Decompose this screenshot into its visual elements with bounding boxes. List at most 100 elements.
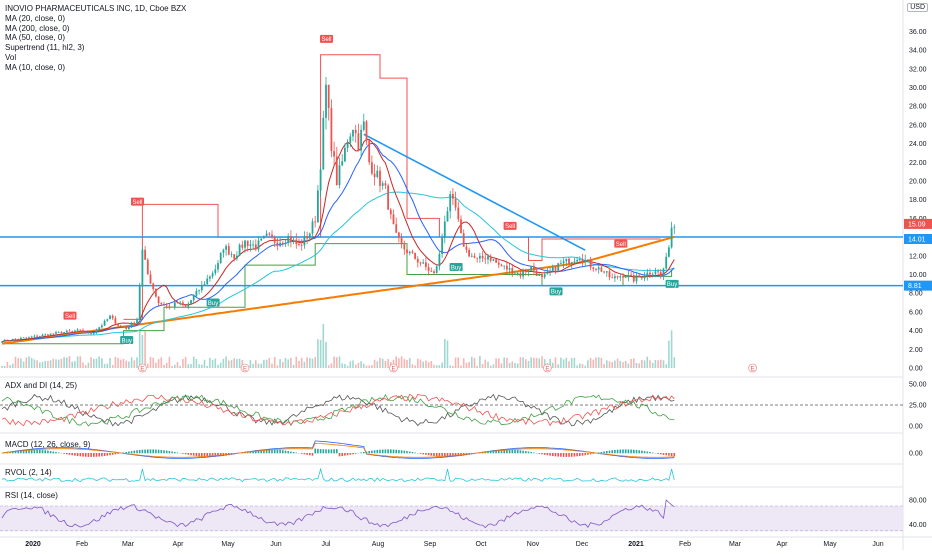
macd-histogram-bar	[63, 453, 65, 454]
candle-body	[463, 233, 465, 246]
macd-histogram-bar	[282, 450, 284, 453]
volume-bar	[352, 360, 354, 368]
macd-histogram-bar	[379, 450, 381, 454]
volume-bar	[398, 358, 400, 368]
macd-histogram-bar	[539, 453, 541, 454]
candle-body	[177, 302, 179, 303]
volume-bar	[609, 361, 611, 368]
legend-vol[interactable]: Vol	[5, 53, 186, 63]
macd-histogram-bar	[169, 451, 171, 453]
macd-histogram-bar	[177, 453, 179, 454]
candle-body	[625, 277, 627, 278]
volume-bar	[53, 359, 55, 368]
earnings-marker-text: E	[391, 367, 395, 373]
candle-body	[568, 259, 570, 264]
volume-bar	[220, 363, 222, 368]
volume-bar	[633, 358, 635, 368]
macd-histogram-bar	[296, 453, 298, 454]
macd-histogram-bar	[125, 452, 127, 453]
macd-histogram-bar	[663, 453, 665, 455]
macd-histogram-bar	[53, 452, 55, 454]
volume-bar	[587, 360, 589, 368]
volume-bar	[539, 358, 541, 368]
adx-pane-label[interactable]: ADX and DI (14, 25)	[5, 381, 77, 390]
price-tick-label: 10.00	[909, 272, 927, 279]
candle-body	[144, 250, 146, 260]
candle-body	[155, 289, 157, 297]
candle-body	[131, 323, 133, 327]
volume-bar	[93, 359, 95, 368]
candle-body	[163, 304, 165, 306]
volume-bar	[420, 360, 422, 368]
macd-histogram-bar	[304, 453, 306, 454]
volume-bar	[15, 357, 17, 368]
macd-histogram-bar	[69, 453, 71, 455]
candle-body	[125, 327, 127, 328]
legend-ma200[interactable]: MA (200, close, 0)	[5, 24, 186, 34]
volume-bar	[82, 362, 84, 368]
volume-bar	[603, 364, 605, 368]
candle-body	[174, 302, 176, 307]
volume-bar	[641, 360, 643, 368]
candle-body	[293, 240, 295, 242]
volume-bar	[304, 362, 306, 368]
legend-ma50[interactable]: MA (50, close, 0)	[5, 33, 186, 43]
volume-bar	[409, 358, 411, 368]
candle-body	[660, 272, 662, 276]
volume-bar	[309, 358, 311, 368]
symbol-title[interactable]: INOVIO PHARMACEUTICALS INC, 1D, Cboe BZX	[5, 4, 186, 14]
candle-body	[366, 121, 368, 140]
volume-bar	[120, 360, 122, 368]
macd-pane-label[interactable]: MACD (12, 26, close, 9)	[5, 440, 90, 449]
rsi-pane-label[interactable]: RSI (14, close)	[5, 491, 58, 500]
volume-bar	[287, 359, 289, 368]
volume-bar	[552, 363, 554, 368]
volume-bar	[401, 356, 403, 368]
candle-body	[225, 246, 227, 250]
macd-histogram-bar	[109, 453, 111, 455]
volume-bar	[514, 363, 516, 368]
candle-body	[601, 267, 603, 271]
macd-histogram-bar	[674, 453, 676, 456]
volume-bar	[590, 358, 592, 368]
volume-bar	[630, 359, 632, 368]
candle-body	[536, 271, 538, 276]
time-tick-label: Nov	[527, 541, 540, 548]
candle-body	[617, 276, 619, 277]
macd-histogram-bar	[96, 453, 98, 457]
sell-signal-text: Sell	[321, 37, 331, 43]
candle-body	[233, 254, 235, 258]
legend-ma20[interactable]: MA (20, close, 0)	[5, 14, 186, 24]
volume-bar	[142, 335, 144, 368]
adx-tick-label: 50.00	[909, 382, 927, 389]
legend-supertrend[interactable]: Supertrend (11, hl2, 3)	[5, 43, 186, 53]
macd-histogram-bar	[671, 453, 673, 456]
currency-label[interactable]: USD	[907, 3, 928, 12]
volume-bar	[474, 358, 476, 368]
indicator-legend: INOVIO PHARMACEUTICALS INC, 1D, Cboe BZX…	[5, 4, 186, 73]
candle-body	[115, 318, 117, 324]
macd-histogram-bar	[622, 449, 624, 453]
macd-histogram-bar	[336, 449, 338, 453]
rvol-pane-label[interactable]: RVOL (2, 14)	[5, 468, 52, 477]
legend-ma10[interactable]: MA (10, close, 0)	[5, 63, 186, 73]
macd-histogram-bar	[368, 451, 370, 453]
volume-bar	[628, 364, 630, 368]
candle-body	[471, 256, 473, 257]
time-tick-label: Jul	[322, 541, 331, 548]
volume-bar	[228, 361, 230, 368]
volume-bar	[107, 364, 109, 368]
candle-body	[333, 151, 335, 156]
candle-body	[61, 332, 63, 333]
macd-histogram-bar	[144, 450, 146, 454]
volume-bar	[579, 364, 581, 368]
candle-body	[652, 274, 654, 275]
volume-bar	[177, 362, 179, 368]
macd-histogram-bar	[439, 453, 441, 457]
volume-bar	[225, 356, 227, 368]
candle-body	[390, 210, 392, 215]
candle-body	[584, 260, 586, 262]
volume-bar	[158, 359, 160, 368]
